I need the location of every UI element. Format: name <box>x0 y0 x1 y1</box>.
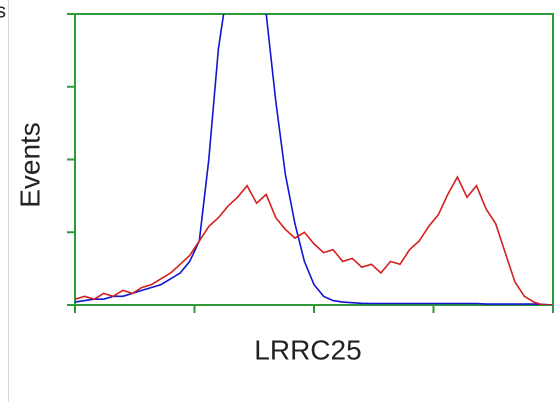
series-line <box>75 175 553 305</box>
series-line <box>75 14 553 305</box>
y-axis-label: Events <box>14 122 45 208</box>
x-axis-label: LRRC25 <box>254 334 361 365</box>
corner-text: s <box>0 0 6 22</box>
plot-frame <box>74 13 554 306</box>
